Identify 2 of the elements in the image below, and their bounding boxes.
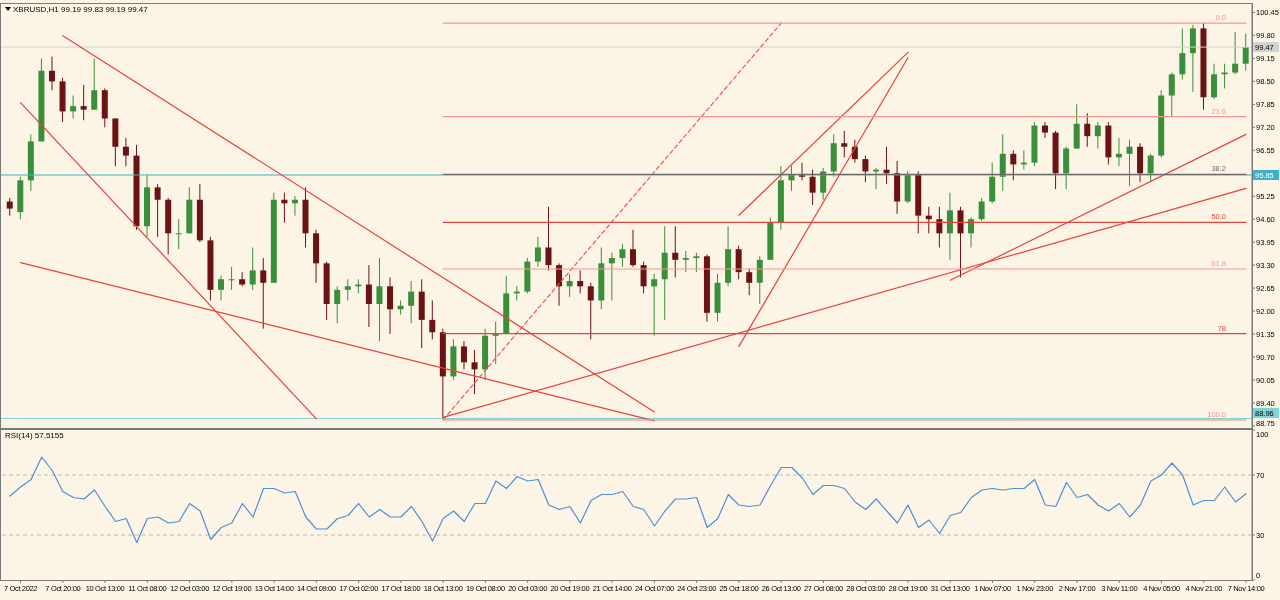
chart-title: XBRUSD,H1 99.19 99.83 99.19 99.47 bbox=[13, 5, 148, 15]
chart-title: RSI(14) 57.5155 bbox=[5, 431, 64, 441]
